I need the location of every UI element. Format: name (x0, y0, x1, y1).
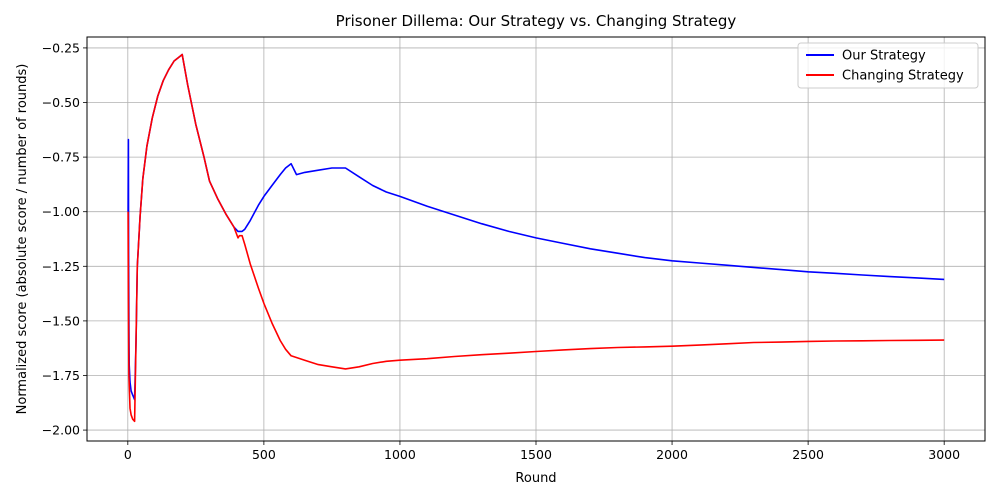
x-tick-label: 1000 (384, 447, 416, 462)
y-tick-label: −1.00 (42, 204, 80, 219)
y-tick-label: −1.50 (42, 313, 80, 328)
y-axis-ticks: −2.00 −1.75 −1.50 −1.25 −1.00 −0.75 −0.50 −0.25 (42, 40, 87, 438)
chart-title: Prisoner Dillema: Our Strategy vs. Chang… (336, 12, 737, 30)
legend-label-our-strategy: Our Strategy (842, 49, 926, 64)
y-tick-label: −2.00 (42, 423, 80, 438)
legend: Our Strategy Changing Strategy (797, 42, 979, 89)
x-tick-label: 3000 (928, 447, 960, 462)
x-tick-label: 500 (252, 447, 276, 462)
y-tick-label: −0.75 (42, 150, 80, 165)
x-tick-label: 0 (124, 447, 132, 462)
y-tick-label: −1.25 (42, 259, 80, 274)
y-tick-label: −0.50 (42, 95, 80, 110)
x-tick-label: 2500 (792, 447, 824, 462)
legend-box (797, 42, 979, 89)
series-layer (127, 53, 945, 423)
x-axis-label: Round (515, 471, 556, 486)
y-tick-label: −0.25 (42, 40, 80, 55)
grid (87, 37, 985, 441)
x-tick-label: 2000 (656, 447, 688, 462)
x-tick-label: 1500 (520, 447, 552, 462)
y-axis-label: Normalized score (absolute score / numbe… (15, 64, 30, 415)
x-axis-ticks: 0 500 1000 1500 2000 2500 3000 (124, 441, 960, 462)
series-line-changing-strategy (127, 53, 945, 423)
y-tick-label: −1.75 (42, 368, 80, 383)
legend-label-changing-strategy: Changing Strategy (842, 69, 964, 84)
legend-items: Our Strategy Changing Strategy (806, 49, 964, 84)
